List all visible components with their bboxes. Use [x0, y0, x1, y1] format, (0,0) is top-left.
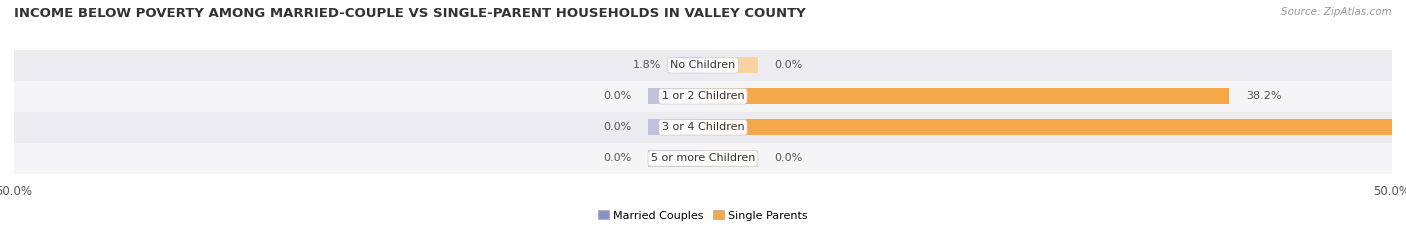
Text: 5 or more Children: 5 or more Children — [651, 154, 755, 163]
Bar — [678, 57, 703, 73]
Bar — [14, 81, 1392, 112]
Text: 0.0%: 0.0% — [603, 91, 631, 101]
Bar — [14, 50, 1392, 81]
Text: 1 or 2 Children: 1 or 2 Children — [662, 91, 744, 101]
Bar — [703, 119, 1392, 135]
Bar — [648, 150, 703, 167]
Bar — [648, 88, 703, 104]
Bar — [703, 88, 1229, 104]
Text: 0.0%: 0.0% — [775, 60, 803, 70]
Bar — [703, 57, 758, 73]
Text: 3 or 4 Children: 3 or 4 Children — [662, 122, 744, 132]
Text: 38.2%: 38.2% — [1246, 91, 1281, 101]
Bar — [14, 112, 1392, 143]
Text: Source: ZipAtlas.com: Source: ZipAtlas.com — [1281, 7, 1392, 17]
Bar — [703, 150, 758, 167]
Text: INCOME BELOW POVERTY AMONG MARRIED-COUPLE VS SINGLE-PARENT HOUSEHOLDS IN VALLEY : INCOME BELOW POVERTY AMONG MARRIED-COUPL… — [14, 7, 806, 20]
Text: 0.0%: 0.0% — [603, 122, 631, 132]
Text: 1.8%: 1.8% — [633, 60, 662, 70]
Text: No Children: No Children — [671, 60, 735, 70]
Legend: Married Couples, Single Parents: Married Couples, Single Parents — [593, 206, 813, 225]
Text: 0.0%: 0.0% — [775, 154, 803, 163]
Text: 0.0%: 0.0% — [603, 154, 631, 163]
Bar — [648, 119, 703, 135]
Bar — [14, 143, 1392, 174]
